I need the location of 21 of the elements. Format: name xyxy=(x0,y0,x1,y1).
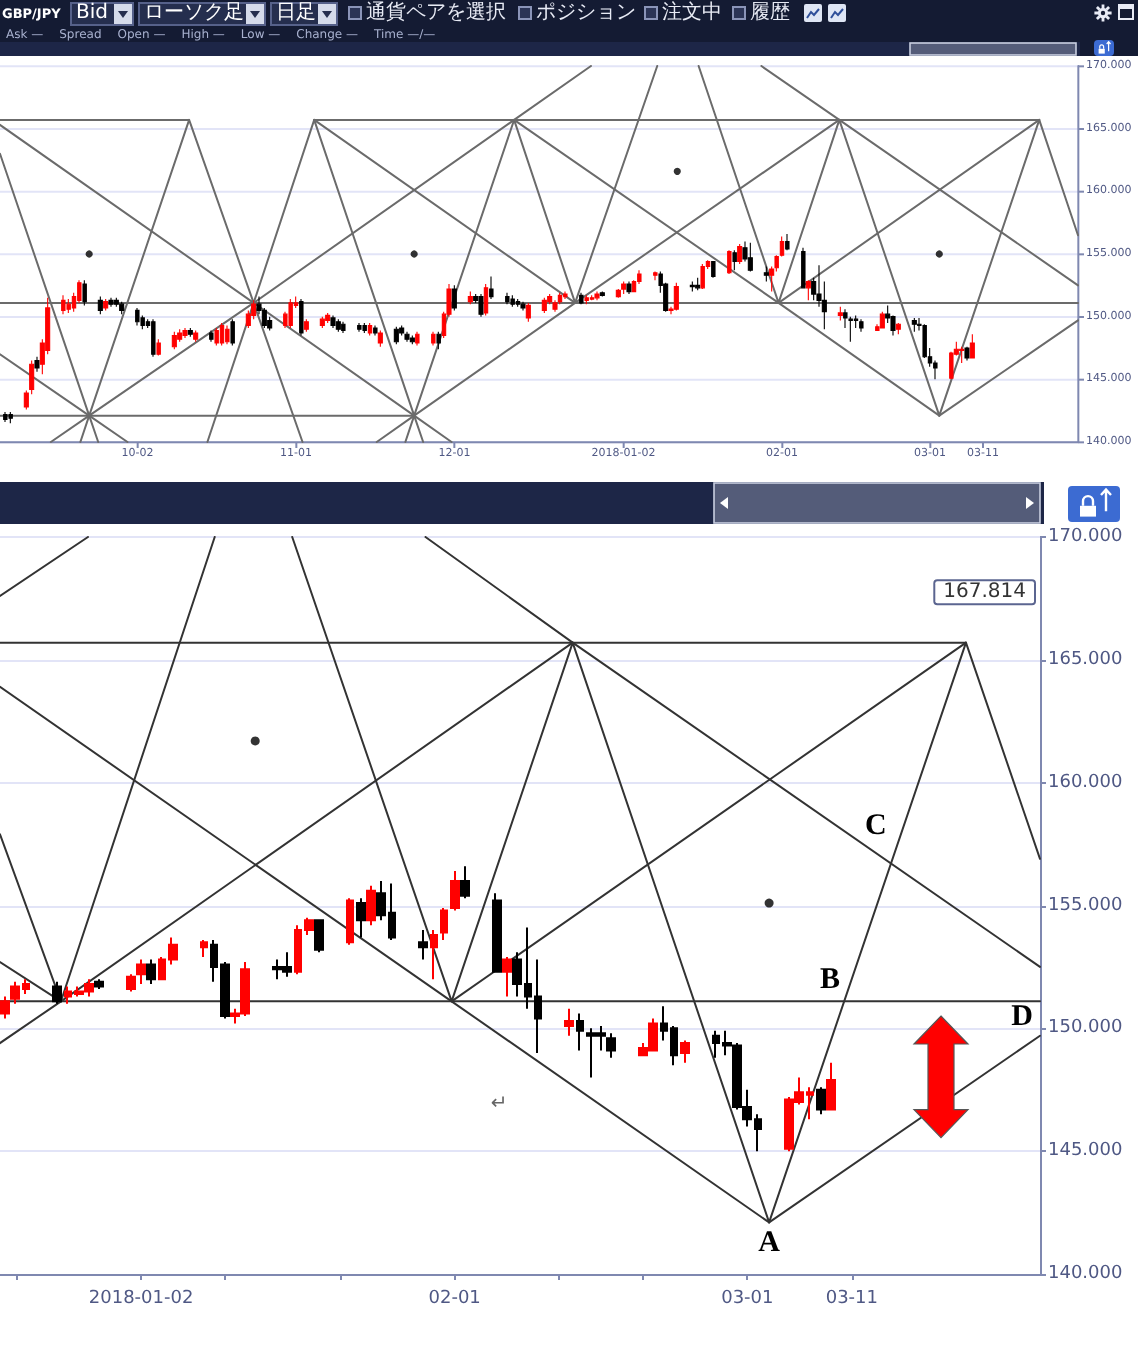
y-tick-label: 155.000 xyxy=(1048,895,1123,916)
x-tick-label: 2018-01-02 xyxy=(88,1289,194,1309)
annotation: A xyxy=(758,1227,781,1260)
y-tick-label: 140.000 xyxy=(1048,1264,1123,1284)
y-tick-label: 170.000 xyxy=(1048,527,1123,547)
x-tick-label: 03-11 xyxy=(825,1289,879,1309)
y-tick-label: 160.000 xyxy=(1048,772,1123,793)
y-tick-label: 150.000 xyxy=(1048,1018,1123,1039)
text: 履歴 xyxy=(750,2,790,24)
text: 通貨ペアを選択 xyxy=(366,2,506,24)
annotation: C xyxy=(864,809,887,842)
annotation: ↵ xyxy=(490,1093,508,1116)
text: 注文中 xyxy=(662,2,722,24)
x-tick-label: 02-01 xyxy=(428,1289,481,1309)
y-tick-label: 145.000 xyxy=(1048,1141,1123,1162)
annotation: 167.814 xyxy=(943,581,1026,604)
annotation: B xyxy=(820,964,841,997)
y-tick-label: 165.000 xyxy=(1048,649,1123,670)
annotation: D xyxy=(1011,1001,1034,1034)
text: ポジション xyxy=(536,2,636,24)
x-tick-label: 03-01 xyxy=(721,1289,774,1309)
